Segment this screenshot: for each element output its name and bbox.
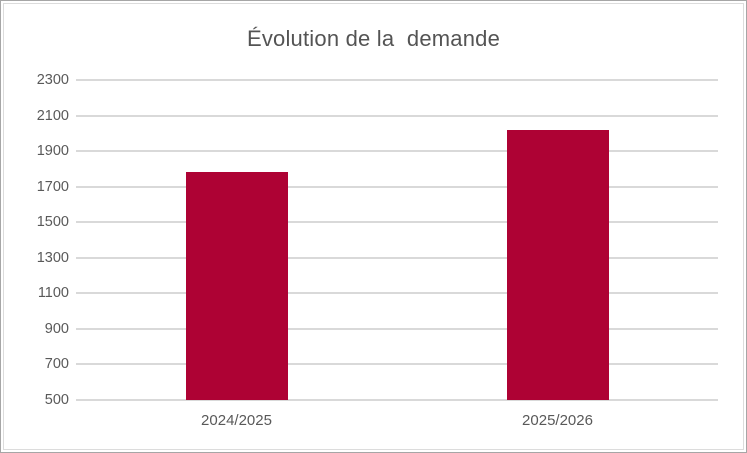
gridline [76,114,718,117]
gridline [76,185,718,188]
x-axis-category-label: 2025/2026 [522,412,593,429]
y-axis-tick-label: 1700 [36,178,69,195]
gridline [76,79,718,81]
y-axis-tick-label: 1500 [36,214,69,231]
y-axis-tick-label: 1300 [36,249,69,266]
y-axis-tick-label: 700 [44,356,69,373]
y-axis-tick-label: 900 [44,320,69,337]
y-axis-tick-label: 1900 [36,143,69,160]
bar-chart: Évolution de la demande 2300 2100 1900 1700… [3,3,744,450]
chart-title: Évolution de la demande [246,26,501,51]
y-axis-tick-label: 2100 [36,107,69,124]
gridline [76,327,718,330]
bar-2024-2025 [185,172,288,400]
y-axis-tick-label: 1100 [37,285,69,302]
y-axis-tick-label: 2300 [36,72,69,88]
x-axis-category-label: 2024/2025 [201,412,272,429]
gridline [76,150,718,153]
gridline [76,363,718,366]
gridline [76,292,718,295]
y-axis: 2300 2100 1900 1700 1500 1300 1100 900 700 500 [14,72,69,408]
x-axis: 2024/2025 2025/2026 [76,412,718,436]
gridline [76,256,718,259]
bar-2025-2026 [506,129,609,400]
gridline [76,221,718,224]
x-axis-line [76,399,718,401]
y-axis-tick-label: 500 [44,392,69,408]
plot-area [76,79,718,401]
